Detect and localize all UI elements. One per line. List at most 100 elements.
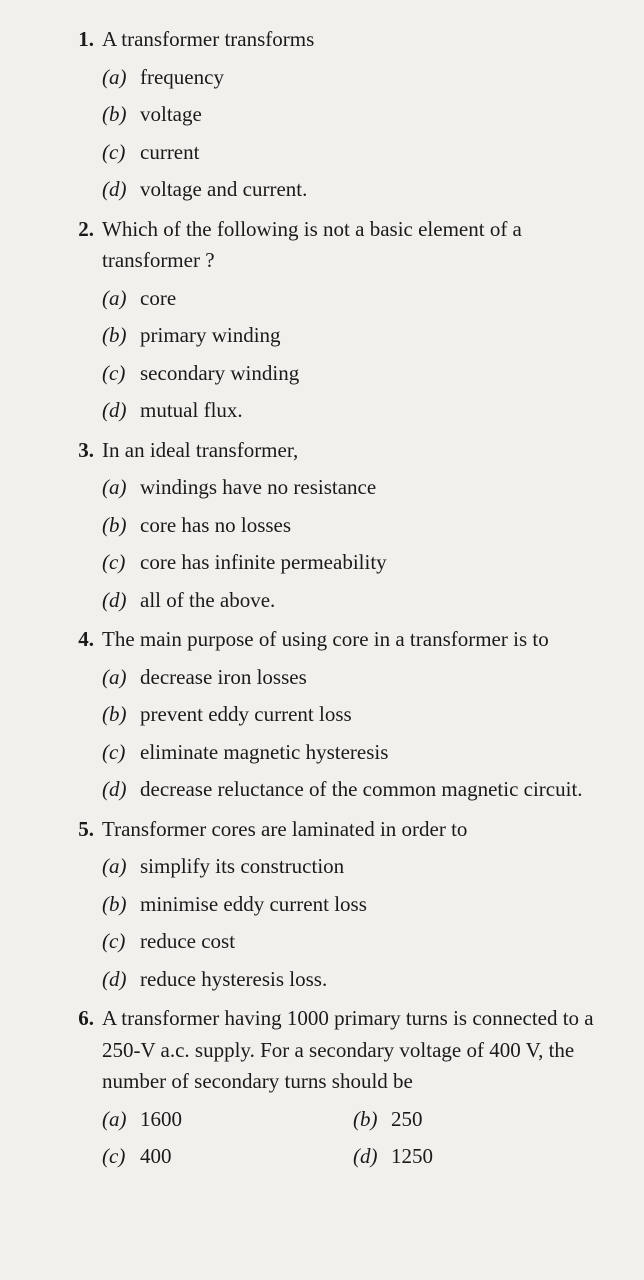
option-label: (a) — [102, 62, 140, 94]
option-text: all of the above. — [140, 585, 604, 617]
option-label: (c) — [102, 547, 140, 579]
option-text: 1600 — [140, 1104, 182, 1136]
options: (a)windings have no resistance(b)core ha… — [102, 472, 604, 616]
option-label: (d) — [102, 395, 140, 427]
question: 4.The main purpose of using core in a tr… — [60, 624, 604, 806]
question-row: 5.Transformer cores are laminated in ord… — [60, 814, 604, 846]
option-label: (d) — [353, 1141, 391, 1173]
option-text: prevent eddy current loss — [140, 699, 604, 731]
question-row: 4.The main purpose of using core in a tr… — [60, 624, 604, 656]
option: (c)current — [102, 137, 604, 169]
option: (c)reduce cost — [102, 926, 604, 958]
option-label: (a) — [102, 472, 140, 504]
options: (a)simplify its construction(b)minimise … — [102, 851, 604, 995]
option: (b)core has no losses — [102, 510, 604, 542]
question-row: 3.In an ideal transformer, — [60, 435, 604, 467]
option-label: (d) — [102, 174, 140, 206]
question-row: 2.Which of the following is not a basic … — [60, 214, 604, 277]
option: (a)core — [102, 283, 604, 315]
option: (d)decrease reluctance of the common mag… — [102, 774, 604, 806]
options-row: (a)1600(b)250 — [102, 1104, 604, 1136]
question: 5.Transformer cores are laminated in ord… — [60, 814, 604, 996]
option: (c)400 — [102, 1141, 353, 1173]
options: (a)frequency(b)voltage(c)current(d)volta… — [102, 62, 604, 206]
option-label: (c) — [102, 137, 140, 169]
option-text: voltage and current. — [140, 174, 604, 206]
option-text: mutual flux. — [140, 395, 604, 427]
option-text: reduce hysteresis loss. — [140, 964, 604, 996]
option-label: (a) — [102, 1104, 140, 1136]
question-text: Which of the following is not a basic el… — [102, 214, 604, 277]
option-label: (d) — [102, 585, 140, 617]
option: (b)minimise eddy current loss — [102, 889, 604, 921]
option-label: (c) — [102, 1141, 140, 1173]
option-label: (b) — [102, 510, 140, 542]
question: 1.A transformer transforms(a)frequency(b… — [60, 24, 604, 206]
question-number: 2. — [60, 214, 102, 246]
option: (d)all of the above. — [102, 585, 604, 617]
question-number: 6. — [60, 1003, 102, 1035]
options-row: (c)400(d)1250 — [102, 1141, 604, 1173]
option: (b)prevent eddy current loss — [102, 699, 604, 731]
option-label: (d) — [102, 774, 140, 806]
option-text: core has no losses — [140, 510, 604, 542]
option-label: (a) — [102, 662, 140, 694]
option-text: 250 — [391, 1104, 423, 1136]
option-label: (b) — [353, 1104, 391, 1136]
option: (a)simplify its construction — [102, 851, 604, 883]
option-label: (c) — [102, 926, 140, 958]
option: (c)eliminate magnetic hysteresis — [102, 737, 604, 769]
page: 1.A transformer transforms(a)frequency(b… — [0, 0, 644, 1205]
option-text: windings have no resistance — [140, 472, 604, 504]
question-text: In an ideal transformer, — [102, 435, 604, 467]
option: (d)voltage and current. — [102, 174, 604, 206]
option-label: (d) — [102, 964, 140, 996]
question-row: 6.A transformer having 1000 primary turn… — [60, 1003, 604, 1098]
question-text: A transformer having 1000 primary turns … — [102, 1003, 604, 1098]
option: (c)core has infinite permeability — [102, 547, 604, 579]
question-number: 5. — [60, 814, 102, 846]
option-text: frequency — [140, 62, 604, 94]
option-text: reduce cost — [140, 926, 604, 958]
option-text: core — [140, 283, 604, 315]
option-text: 1250 — [391, 1141, 433, 1173]
options: (a)decrease iron losses(b)prevent eddy c… — [102, 662, 604, 806]
question-text: Transformer cores are laminated in order… — [102, 814, 604, 846]
question-text: The main purpose of using core in a tran… — [102, 624, 604, 656]
option: (a)frequency — [102, 62, 604, 94]
option: (a)1600 — [102, 1104, 353, 1136]
question-row: 1.A transformer transforms — [60, 24, 604, 56]
option: (d)mutual flux. — [102, 395, 604, 427]
option-label: (b) — [102, 889, 140, 921]
option-label: (a) — [102, 283, 140, 315]
option-label: (b) — [102, 699, 140, 731]
option-label: (c) — [102, 737, 140, 769]
option-text: primary winding — [140, 320, 604, 352]
option-label: (b) — [102, 99, 140, 131]
option-text: secondary winding — [140, 358, 604, 390]
option-text: current — [140, 137, 604, 169]
option: (b)primary winding — [102, 320, 604, 352]
option: (d)reduce hysteresis loss. — [102, 964, 604, 996]
question-number: 4. — [60, 624, 102, 656]
question-text: A transformer transforms — [102, 24, 604, 56]
option-label: (b) — [102, 320, 140, 352]
option-label: (a) — [102, 851, 140, 883]
option-text: decrease reluctance of the common magnet… — [140, 774, 604, 806]
option-text: core has infinite permeability — [140, 547, 604, 579]
option-text: decrease iron losses — [140, 662, 604, 694]
option-text: voltage — [140, 99, 604, 131]
option: (b)voltage — [102, 99, 604, 131]
options: (a)core(b)primary winding(c)secondary wi… — [102, 283, 604, 427]
option-label: (c) — [102, 358, 140, 390]
option: (c)secondary winding — [102, 358, 604, 390]
option: (d)1250 — [353, 1141, 604, 1173]
option: (b)250 — [353, 1104, 604, 1136]
question-number: 1. — [60, 24, 102, 56]
option-text: minimise eddy current loss — [140, 889, 604, 921]
question: 2.Which of the following is not a basic … — [60, 214, 604, 427]
option: (a)decrease iron losses — [102, 662, 604, 694]
option-text: simplify its construction — [140, 851, 604, 883]
question: 3.In an ideal transformer, (a)windings ha… — [60, 435, 604, 617]
option: (a)windings have no resistance — [102, 472, 604, 504]
